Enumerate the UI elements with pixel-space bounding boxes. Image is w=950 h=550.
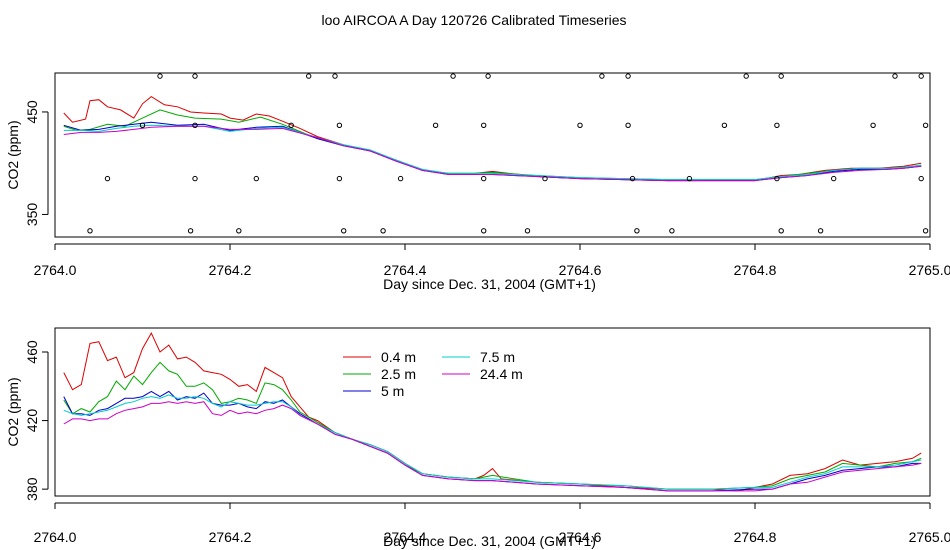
marker-point [236, 228, 242, 234]
marker-point [599, 73, 605, 79]
series-line-7-5-m [63, 394, 922, 490]
marker-point [481, 228, 487, 234]
marker-point [288, 122, 294, 129]
marker-point [577, 122, 583, 129]
x-tick-label: 2765.0 [909, 262, 950, 278]
series-line-2-5-m [63, 361, 922, 490]
marker-point [625, 122, 631, 129]
marker-point [336, 175, 343, 182]
y-tick-label: 350 [24, 203, 40, 227]
x-tick-label: 2764.0 [34, 262, 77, 278]
marker-point [774, 122, 780, 129]
x-tick-label: 2764.4 [384, 262, 427, 278]
series-line-5-m [63, 390, 922, 492]
x-tick-label: 2764.6 [559, 262, 602, 278]
marker-point [306, 73, 312, 79]
marker-point [87, 228, 93, 234]
y-tick-label: 380 [24, 477, 40, 501]
legend: 0.4 m2.5 m5 m 7.5 m24.4 m [343, 349, 523, 399]
marker-point [918, 175, 924, 182]
top-x-axis: 2764.0 2764.2 2764.4 2764.6 2764.8 2765.0 [34, 243, 950, 278]
series-line-24-4-m [63, 125, 922, 182]
marker-point [450, 73, 456, 79]
marker-point [253, 175, 259, 182]
marker-point [922, 228, 929, 234]
marker-point [922, 122, 929, 129]
marker-point [157, 73, 163, 79]
marker-point [192, 73, 198, 79]
top-panel: 2764.0 2764.2 2764.4 2764.6 2764.8 2765.0 350… [5, 72, 950, 292]
marker-point [485, 73, 491, 79]
marker-point [432, 122, 439, 129]
marker-point [139, 122, 146, 129]
top-series-lines [63, 95, 922, 182]
marker-point [187, 228, 194, 234]
marker-point [104, 175, 111, 182]
bottom-series-lines [63, 332, 922, 492]
marker-point [625, 73, 631, 79]
legend-label: 2.5 m [381, 366, 416, 382]
series-line-0-4-m [63, 332, 922, 492]
marker-point [870, 122, 876, 129]
marker-point [380, 228, 386, 234]
legend-label: 7.5 m [480, 349, 515, 365]
marker-point [542, 175, 548, 182]
bottom-plot-frame [54, 327, 931, 497]
x-tick-label: 2764.8 [734, 529, 777, 545]
marker-point [192, 122, 198, 129]
marker-point [397, 175, 404, 182]
marker-point [336, 122, 343, 129]
bottom-x-axis: 2764.0 2764.2 2764.4 2764.6 2764.8 2765.0 [34, 502, 950, 545]
marker-point [778, 228, 784, 234]
series-line-2-5-m [63, 109, 922, 181]
bottom-y-axis: 380 420 460 [24, 340, 49, 501]
top-x-axis-label: Day since Dec. 31, 2004 (GMT+1) [383, 276, 596, 292]
marker-point [743, 73, 749, 79]
series-line-0-4-m [63, 95, 922, 182]
x-tick-label: 2764.8 [734, 262, 777, 278]
series-line-24-4-m [63, 401, 922, 492]
x-tick-label: 2764.2 [209, 262, 252, 278]
legend-label: 5 m [381, 383, 404, 399]
marker-point [778, 73, 784, 79]
top-y-axis-label: CO2 (ppm) [5, 120, 21, 189]
marker-point [332, 73, 338, 79]
top-markers [87, 73, 929, 234]
marker-point [817, 228, 824, 234]
legend-label: 0.4 m [381, 349, 416, 365]
marker-point [892, 73, 898, 79]
series-line-7-5-m [63, 124, 922, 181]
bottom-y-axis-label: CO2 (ppm) [5, 377, 21, 446]
x-tick-label: 2765.0 [909, 529, 950, 545]
marker-point [721, 122, 728, 129]
y-tick-label: 460 [24, 340, 40, 364]
x-tick-label: 2764.0 [34, 529, 77, 545]
marker-point [192, 175, 198, 182]
x-tick-label: 2764.4 [384, 529, 427, 545]
marker-point [918, 73, 924, 79]
marker-point [774, 175, 780, 182]
marker-point [481, 122, 487, 129]
figure-title: loo AIRCOA A Day 120726 Calibrated Times… [321, 12, 626, 28]
x-tick-label: 2764.6 [559, 529, 602, 545]
legend-label: 24.4 m [480, 366, 523, 382]
marker-point [831, 175, 837, 182]
marker-point [524, 228, 531, 234]
top-plot-frame [54, 72, 931, 238]
marker-point [629, 175, 636, 182]
marker-point [669, 228, 675, 234]
marker-point [481, 175, 487, 182]
top-y-axis: 350 450 [24, 100, 49, 227]
marker-point [634, 228, 640, 234]
marker-point [341, 228, 347, 234]
y-tick-label: 420 [24, 409, 40, 433]
y-tick-label: 450 [24, 100, 40, 124]
marker-point [686, 175, 693, 182]
bottom-x-axis-label: Day since Dec. 31, 2004 (GMT+1) [383, 533, 596, 549]
bottom-panel: 2764.0 2764.2 2764.4 2764.6 2764.8 2765.0 380… [5, 327, 950, 549]
x-tick-label: 2764.2 [209, 529, 252, 545]
